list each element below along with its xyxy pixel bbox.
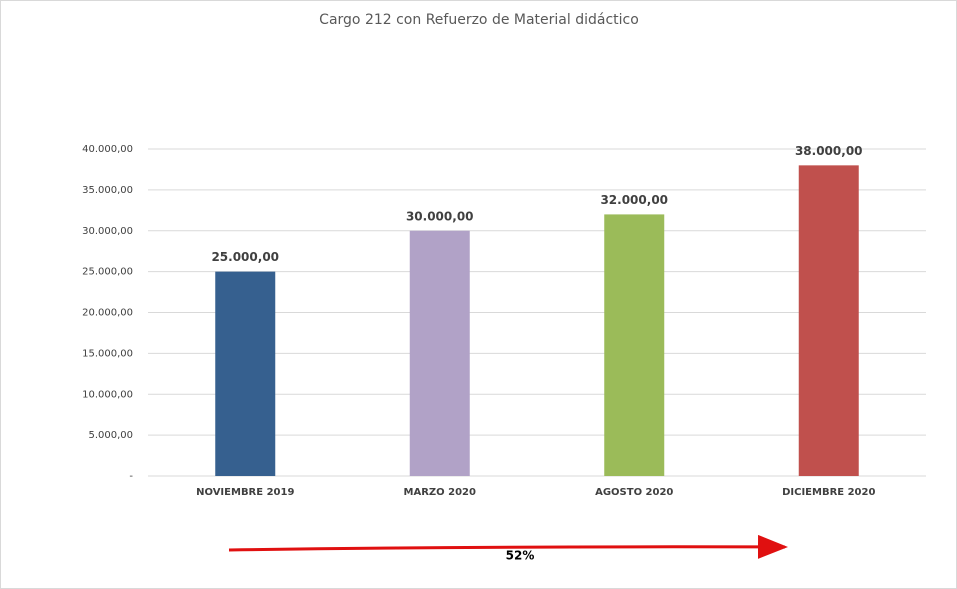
y-tick-label: 5.000,00	[88, 430, 133, 441]
bar	[409, 230, 470, 476]
x-tick-label: AGOSTO 2020	[595, 487, 673, 498]
bar	[798, 165, 859, 476]
x-tick-label: DICIEMBRE 2020	[782, 487, 875, 498]
value-label: 32.000,00	[600, 193, 668, 207]
x-tick-label: MARZO 2020	[404, 487, 476, 498]
value-label: 25.000,00	[211, 250, 279, 264]
y-tick-label: 35.000,00	[82, 185, 133, 196]
y-tick-label: 10.000,00	[82, 389, 133, 400]
x-tick-label: NOVIEMBRE 2019	[196, 487, 294, 498]
y-tick-label: 40.000,00	[82, 144, 133, 155]
annotation: 52%	[506, 549, 535, 563]
chart-title: Cargo 212 con Refuerzo de Material didác…	[319, 12, 639, 28]
value-label: 38.000,00	[795, 144, 863, 158]
y-tick-label: 20.000,00	[82, 308, 133, 319]
bar	[604, 214, 665, 476]
y-tick-label: 30.000,00	[82, 226, 133, 237]
trend-arrow	[228, 534, 788, 559]
bar	[215, 271, 276, 476]
y-tick-label: 25.000,00	[82, 267, 133, 278]
y-tick-label: 15.000,00	[82, 348, 133, 359]
value-label: 30.000,00	[406, 209, 474, 223]
y-tick-label: -	[129, 471, 133, 482]
